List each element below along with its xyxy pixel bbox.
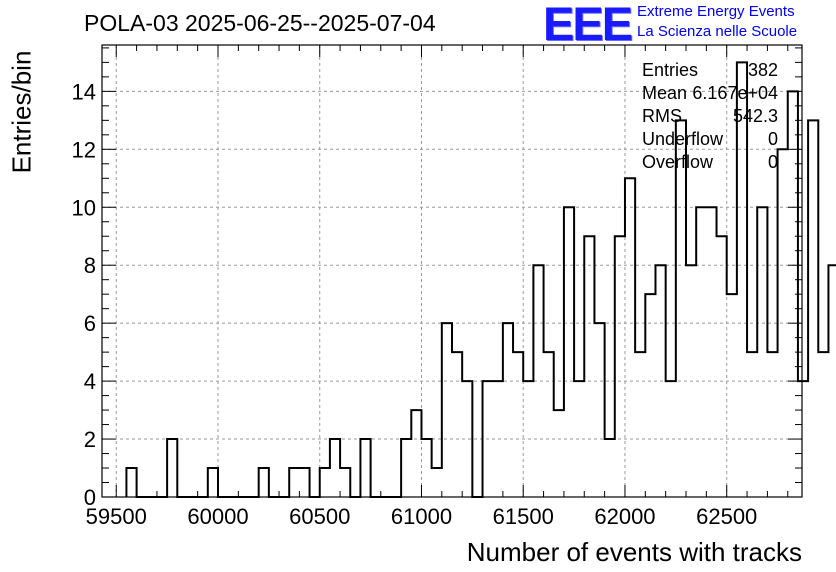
x-tick-label: 60000 <box>187 504 248 529</box>
y-tick-label: 0 <box>84 485 96 510</box>
x-tick-label: 60500 <box>289 504 350 529</box>
stat-name-mean: Mean <box>642 83 688 103</box>
plot-frame <box>101 44 803 498</box>
x-tick-label: 59500 <box>86 504 147 529</box>
stat-value-rms: 542.3 <box>732 106 778 126</box>
chart-title: POLA-03 2025-06-25--2025-07-04 <box>84 10 436 36</box>
stat-value-overflow: 0 <box>767 152 778 172</box>
x-tick-label: 61500 <box>493 504 554 529</box>
logo-line-1: Extreme Energy Events <box>637 3 795 20</box>
y-tick-label: 12 <box>72 137 96 162</box>
histogram-outline <box>125 61 836 498</box>
stat-name-underflow: Underflow <box>642 129 724 149</box>
stat-name-overflow: Overflow <box>642 152 714 172</box>
stat-name-entries: Entries <box>642 60 699 80</box>
y-tick-label: 4 <box>84 369 96 394</box>
y-tick-label: 6 <box>84 311 96 336</box>
stat-value-mean: 6.167e+04 <box>692 83 778 103</box>
y-tick-label: 10 <box>72 195 96 220</box>
x-axis-label: Number of events with tracks <box>466 537 802 567</box>
y-tick-label: 2 <box>84 427 96 452</box>
y-axis-label: Entries/bin <box>6 50 37 174</box>
eee-logo: EEE <box>543 0 633 50</box>
y-tick-label: 14 <box>72 79 96 104</box>
y-tick-label: 8 <box>84 253 96 278</box>
x-tick-label: 61000 <box>391 504 452 529</box>
stat-value-entries: 382 <box>747 60 778 80</box>
x-tick-label: 62500 <box>696 504 757 529</box>
stat-value-underflow: 0 <box>767 129 778 149</box>
x-tick-label: 62000 <box>594 504 655 529</box>
stat-name-rms: RMS <box>642 106 682 126</box>
logo-line-2: La Scienza nelle Scuole <box>637 23 798 40</box>
